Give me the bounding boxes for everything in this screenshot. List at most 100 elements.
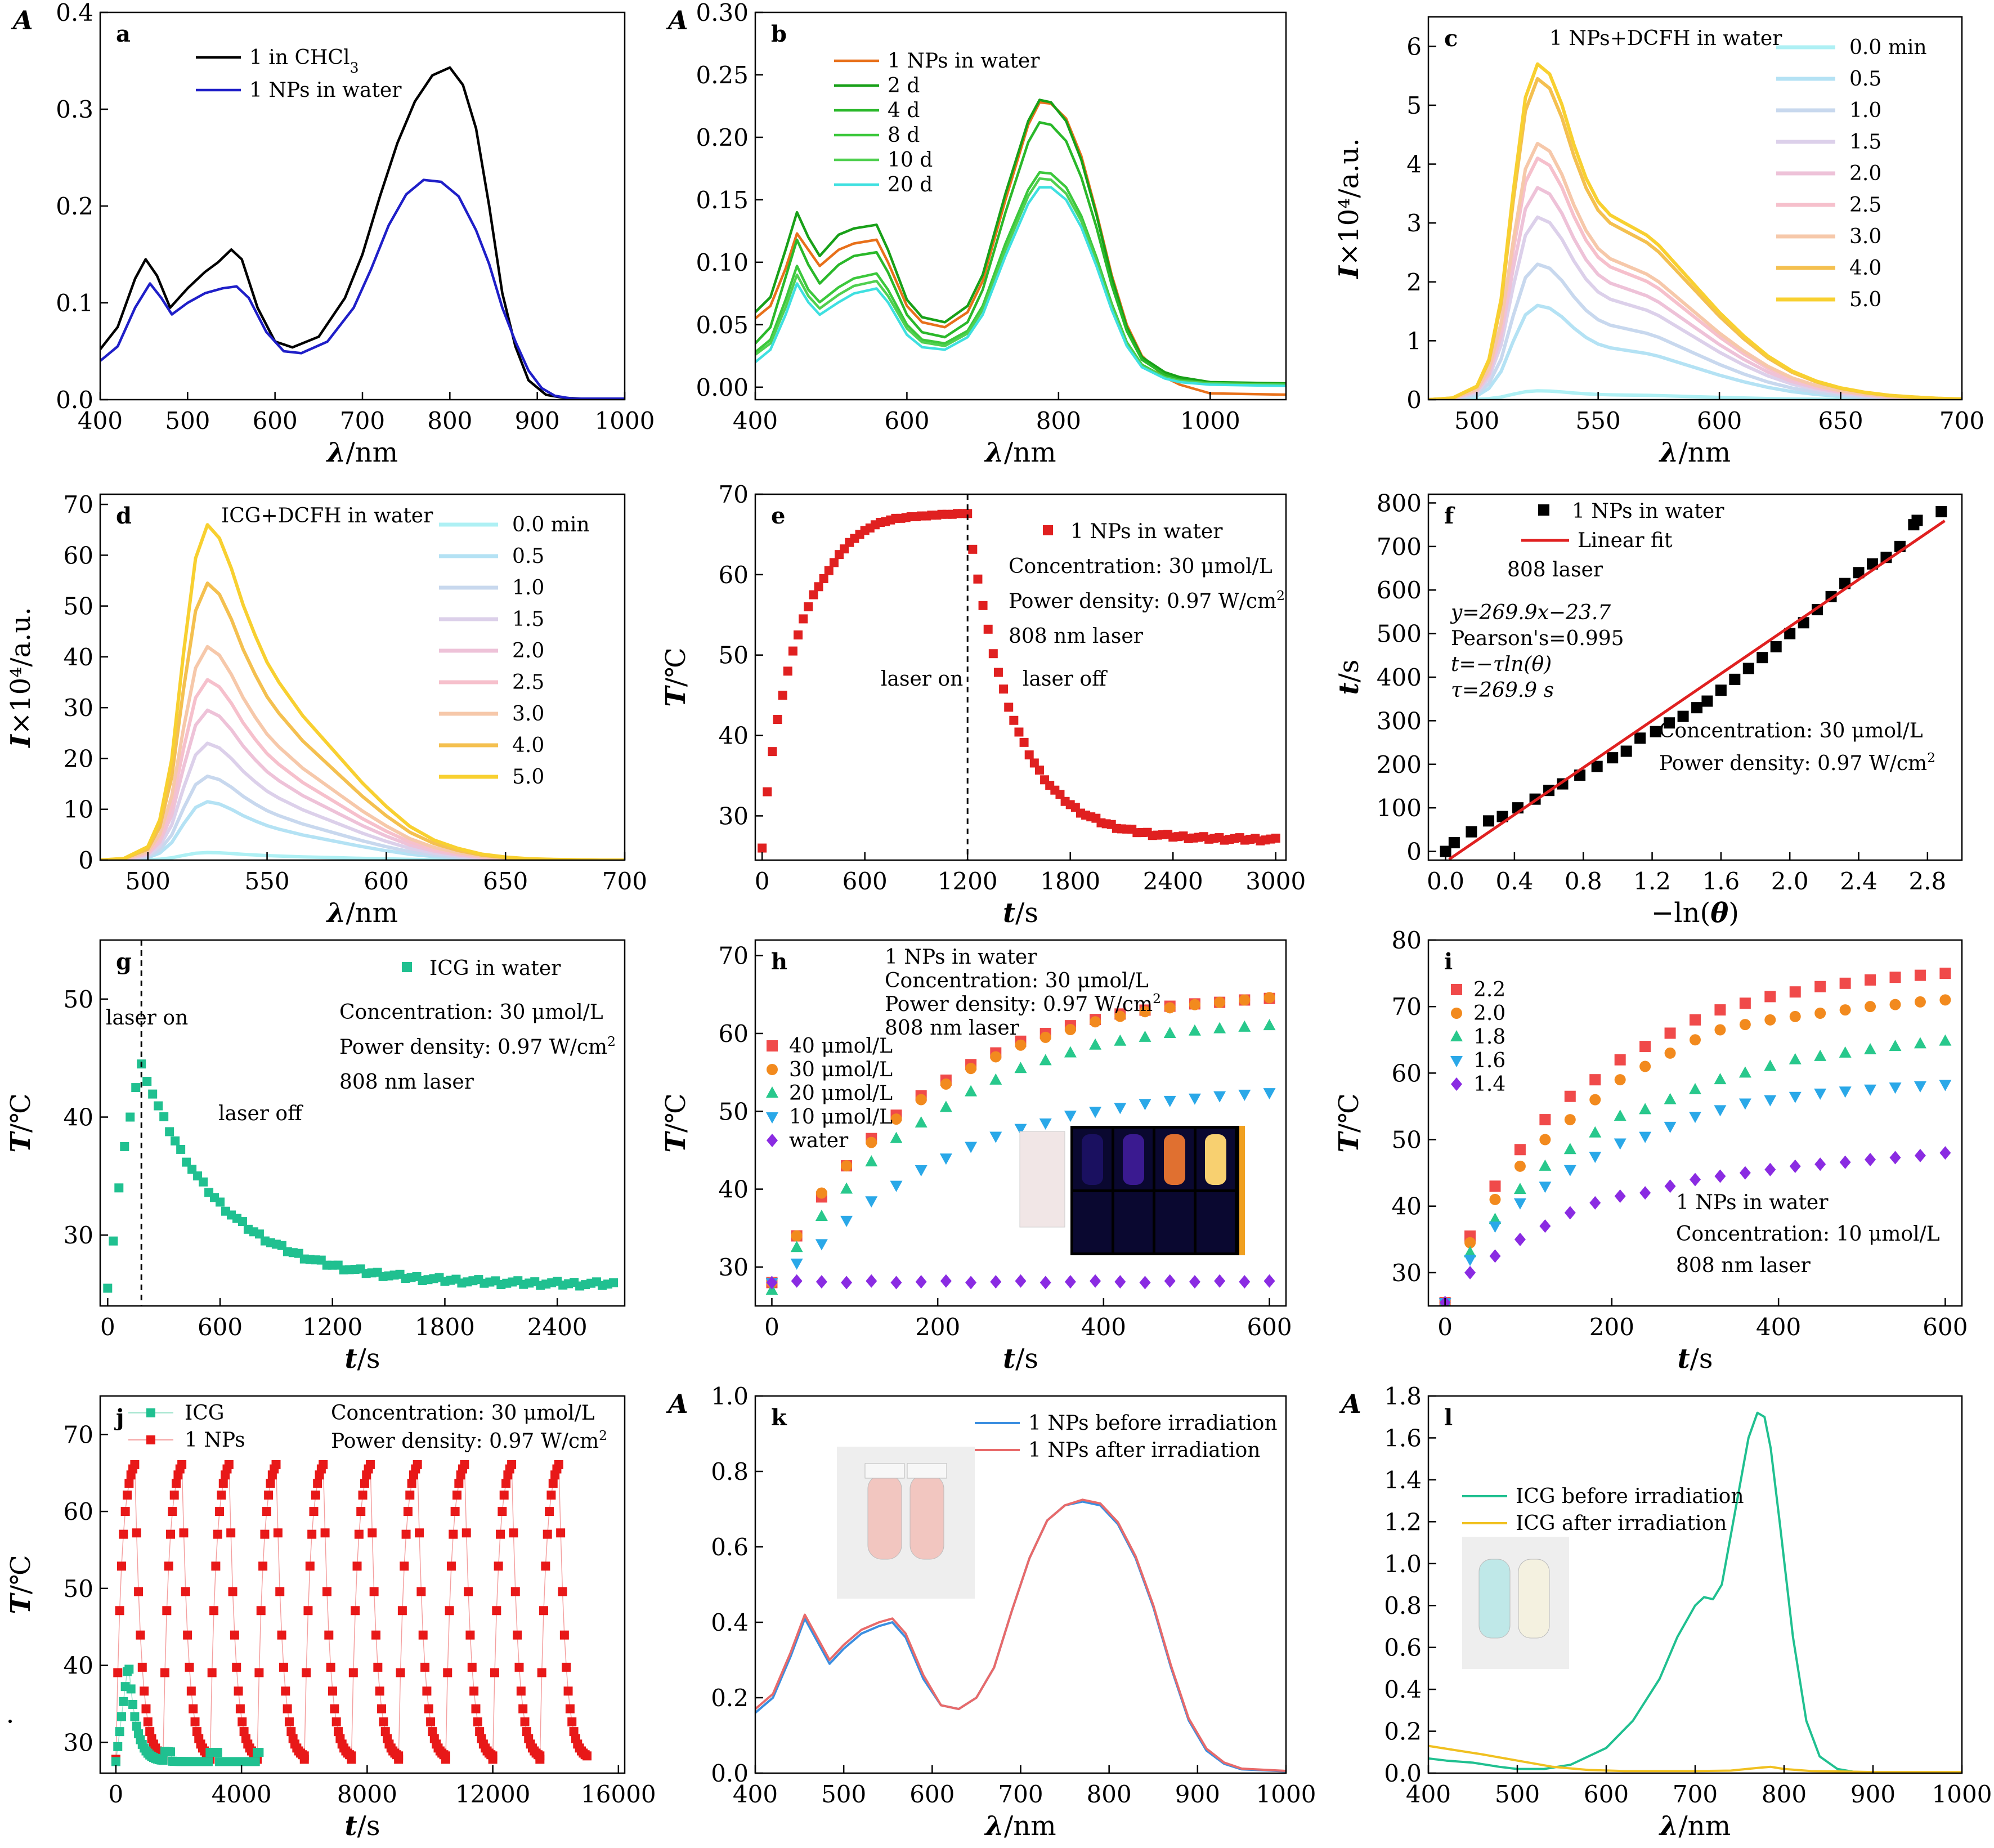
data-point (1489, 1249, 1501, 1263)
data-point (1814, 1008, 1826, 1019)
data-point (1451, 1077, 1462, 1091)
data-point (507, 1460, 517, 1469)
data-point (331, 1717, 341, 1726)
data-point (235, 1704, 245, 1713)
series-line (100, 66, 625, 400)
data-point (1448, 837, 1460, 849)
data-point (1019, 737, 1029, 747)
legend-label: 1 NPs in water (1572, 500, 1724, 523)
thermal-cell-hot (1082, 1134, 1103, 1185)
data-point (518, 1704, 528, 1713)
y-tick-label: 0.25 (696, 61, 749, 89)
series-line (1428, 141, 1962, 400)
data-point (1163, 1026, 1176, 1038)
data-point (1564, 1114, 1576, 1126)
data-point (1539, 1134, 1551, 1146)
data-point (778, 691, 787, 700)
data-point (1539, 1182, 1552, 1193)
data-point (262, 1507, 271, 1516)
data-point (490, 1668, 499, 1677)
data-point (1689, 1082, 1701, 1094)
data-point (1764, 1014, 1776, 1026)
data-point (192, 1727, 201, 1737)
y-tick-label: 0.05 (696, 311, 749, 339)
data-point (1039, 1054, 1052, 1066)
data-point (520, 1717, 530, 1726)
data-point (1089, 1038, 1102, 1050)
data-point (130, 1712, 140, 1721)
data-point (203, 1757, 213, 1766)
x-tick-label: 1000 (1180, 407, 1240, 435)
data-point (441, 1755, 450, 1764)
data-point (137, 1662, 147, 1672)
data-point (1839, 1046, 1852, 1058)
data-point (1589, 1196, 1601, 1210)
plot-frame (1427, 493, 1963, 861)
legend-label: 3.0 (1849, 225, 1881, 248)
x-tick-label: 700 (998, 1780, 1043, 1808)
y-tick-label: 0 (1406, 386, 1422, 414)
data-point (498, 1507, 507, 1516)
data-point (299, 1755, 309, 1764)
data-point (890, 1113, 902, 1125)
x-axis-label: λ/nm (1659, 1810, 1731, 1842)
y-axis-label: A (1339, 1389, 1361, 1419)
plot-frame (99, 11, 626, 401)
data-point (494, 1561, 503, 1571)
plot-area (755, 1498, 1286, 1773)
x-tick-label: 650 (1818, 407, 1863, 435)
data-point (450, 1507, 460, 1516)
data-point (461, 1528, 471, 1538)
data-point (258, 1561, 268, 1571)
data-point (324, 1630, 334, 1640)
annotation: Pearson's=0.995 (1451, 627, 1624, 650)
data-point (115, 1606, 124, 1616)
data-point (164, 1561, 173, 1571)
y-tick-label: 1 (1406, 327, 1422, 355)
data-point (791, 1230, 803, 1242)
data-point (305, 1561, 315, 1571)
data-point (1865, 1001, 1876, 1013)
data-point (1914, 1148, 1926, 1162)
data-point (143, 1717, 153, 1726)
data-point (767, 1134, 778, 1147)
data-point (1538, 504, 1549, 516)
y-tick-label: 70 (1392, 993, 1422, 1021)
data-point (1188, 1093, 1201, 1105)
data-point (422, 1686, 432, 1696)
data-point (446, 1561, 456, 1571)
data-point (1789, 1053, 1802, 1064)
data-point (1163, 1095, 1176, 1107)
x-tick-label: 1000 (1932, 1780, 1992, 1808)
legend-label: 4 d (888, 99, 920, 122)
y-tick-label: 30 (64, 694, 93, 722)
data-point (1539, 1159, 1552, 1171)
data-point (475, 1727, 485, 1737)
legend-label: ICG after irradiation (1516, 1512, 1727, 1535)
y-tick-label: 70 (719, 481, 749, 508)
data-point (1620, 745, 1632, 757)
series-line (100, 523, 625, 860)
data-point (541, 1561, 550, 1571)
series-line (100, 645, 625, 860)
y-tick-label: 60 (719, 561, 749, 589)
data-point (1939, 1080, 1952, 1091)
x-tick-label: 600 (253, 407, 298, 435)
y-axis-label: T/℃ (660, 1093, 692, 1153)
y-tick-label: 70 (719, 942, 749, 970)
annotation: Concentration: 30 μmol/L (339, 1001, 603, 1024)
data-point (1139, 1099, 1151, 1111)
data-point (495, 1529, 505, 1539)
data-point (1139, 1006, 1151, 1018)
y-tick-label: 1.4 (1384, 1466, 1422, 1494)
data-point (109, 1236, 118, 1246)
data-point (182, 1157, 191, 1167)
data-point (1634, 732, 1646, 744)
data-point (394, 1755, 404, 1764)
data-point (1029, 758, 1039, 768)
data-point (1614, 1074, 1626, 1086)
data-point (207, 1668, 217, 1677)
data-point (1043, 525, 1053, 535)
data-point (1014, 1062, 1027, 1073)
data-point (1466, 826, 1477, 838)
